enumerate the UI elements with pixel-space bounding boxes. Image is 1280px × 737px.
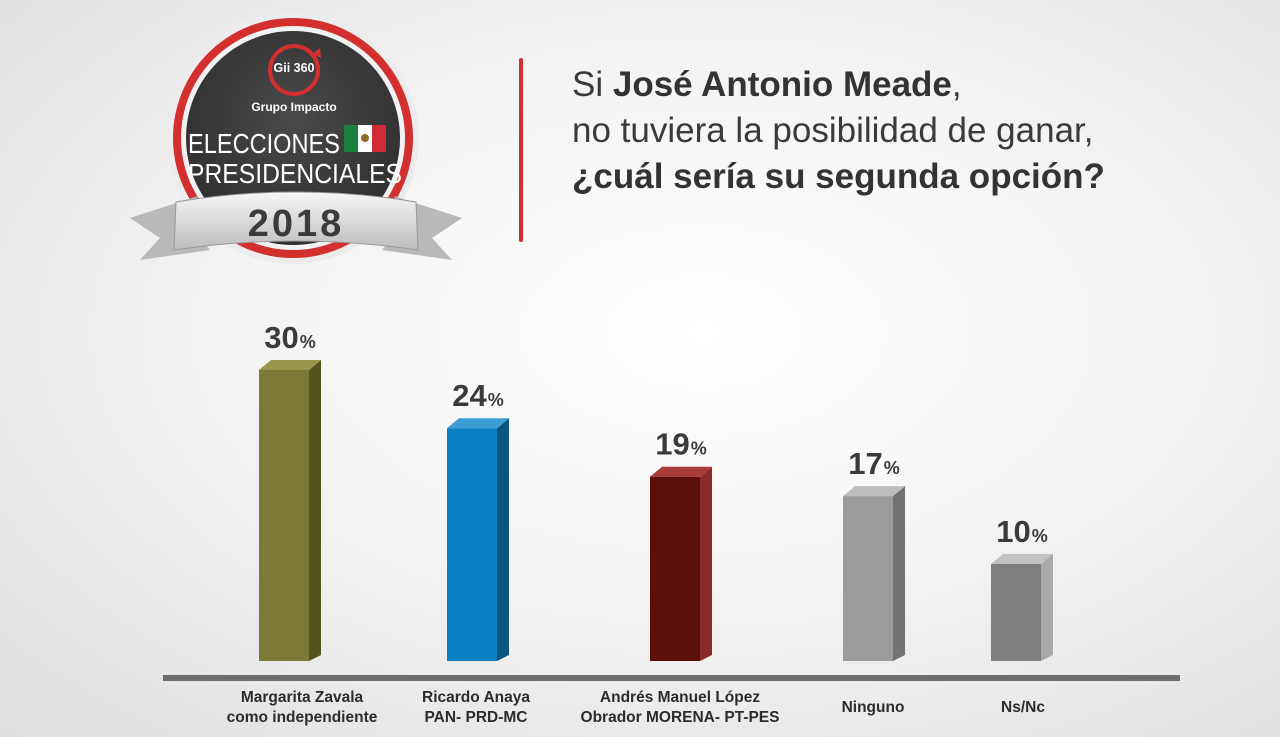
bar-value-label: 30%	[264, 320, 316, 355]
badge-title-line1: ELECCIONES	[188, 128, 340, 159]
bar-value-label: 10%	[996, 514, 1048, 549]
bar-value-label: 24%	[452, 378, 504, 413]
category-label: Margarita Zavala como independiente	[227, 689, 378, 726]
mexico-flag-icon	[344, 125, 386, 152]
bar-side	[309, 360, 321, 661]
badge-title-line2: PRESIDENCIALES	[188, 158, 402, 189]
category-label: Ns/Nc	[1001, 699, 1045, 716]
bar-2: 24%	[447, 378, 509, 661]
question-line-1: Si José Antonio Meade,	[572, 65, 962, 104]
bar-front	[447, 428, 497, 661]
chart-baseline	[163, 675, 1180, 681]
bar-front	[991, 564, 1041, 661]
category-label: Ninguno	[842, 699, 905, 716]
bar-1: 30%	[259, 320, 321, 661]
bar-side	[497, 418, 509, 661]
category-label: Ricardo Anaya PAN- PRD-MC	[422, 689, 530, 726]
bar-5: 10%	[991, 514, 1053, 661]
bar-side	[893, 486, 905, 661]
elecciones-badge-logo: Gii 360 Grupo Impacto ELECCIONES PRESIDE…	[130, 12, 462, 264]
logo-subtitle: Grupo Impacto	[251, 100, 336, 114]
bar-front	[843, 496, 893, 661]
bar-value-label: 19%	[655, 427, 707, 462]
bar-3: 19%	[650, 427, 712, 661]
category-label: Andrés Manuel López Obrador MORENA- PT-PE…	[581, 689, 780, 726]
bar-front	[650, 476, 700, 661]
bar-top	[650, 466, 712, 477]
logo-brand: Gii 360	[274, 61, 315, 75]
bar-front	[259, 370, 309, 661]
chart-question: Si José Antonio Meade, no tuviera la pos…	[572, 62, 1252, 200]
bar-top	[991, 554, 1053, 564]
bar-top	[843, 486, 905, 497]
bar-side	[700, 466, 712, 661]
question-line-3: ¿cuál sería su segunda opción?	[572, 157, 1105, 196]
bar-4: 17%	[843, 446, 905, 661]
title-divider	[519, 58, 523, 242]
bar-side	[1041, 554, 1053, 661]
question-line-2: no tuviera la posibilidad de ganar,	[572, 111, 1094, 150]
bar-top	[447, 418, 509, 429]
bar-top	[259, 360, 321, 370]
bar-value-label: 17%	[848, 446, 900, 481]
badge-year: 2018	[248, 203, 345, 245]
question-candidate-name: José Antonio Meade	[612, 65, 952, 104]
